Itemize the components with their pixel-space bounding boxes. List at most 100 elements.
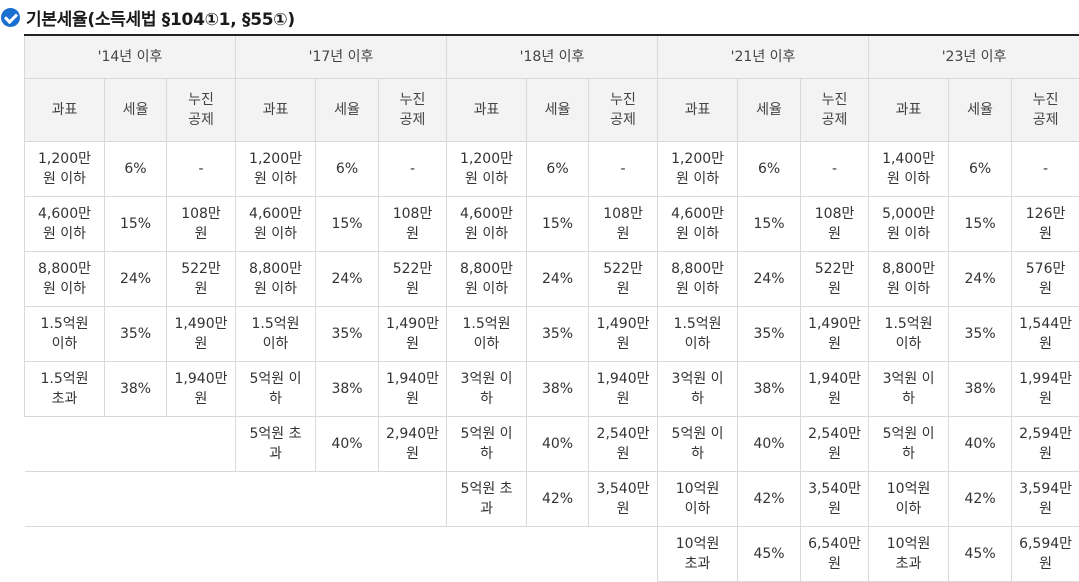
era-header: '23년 이후	[869, 35, 1079, 79]
rate-cell: 15%	[949, 197, 1012, 252]
cell-value: 40%	[965, 434, 996, 454]
deduction-cell: 522만 원	[801, 252, 869, 307]
cell-value: 38%	[542, 379, 573, 399]
cell-value: 6%	[546, 159, 568, 179]
cell-value: -	[621, 159, 626, 179]
cell-value: 108만 원	[181, 204, 221, 244]
cell-value: 8,800만 원 이하	[882, 259, 935, 299]
deduction-cell: 2,540만 원	[801, 417, 869, 472]
bracket-cell: 8,800만 원 이하	[447, 252, 527, 307]
deduction-cell: 3,540만 원	[589, 472, 658, 527]
rate-cell: 35%	[105, 307, 167, 362]
rate-cell: 40%	[738, 417, 801, 472]
column-header-rate: 세율	[105, 79, 167, 142]
cell-value: 4,600만 원 이하	[671, 204, 724, 244]
bracket-cell: 4,600만 원 이하	[236, 197, 316, 252]
bracket-cell: 8,800만 원 이하	[658, 252, 738, 307]
cell-value: 42%	[965, 489, 996, 509]
cell-value: 5,000만 원 이하	[882, 204, 935, 244]
deduction-cell: 522만 원	[379, 252, 447, 307]
section-title: 기본세율(소득세법 §104①1, §55①)	[0, 2, 295, 32]
column-header-label: 세율	[334, 100, 360, 120]
cell-value: 10억원 이하	[887, 479, 931, 519]
deduction-cell: 2,940만 원	[379, 417, 447, 472]
cell-value: 15%	[542, 214, 573, 234]
cell-value: 522만 원	[815, 259, 855, 299]
deduction-cell: 2,594만 원	[1012, 417, 1079, 472]
column-header-label: 과표	[474, 100, 500, 120]
rate-cell: 24%	[738, 252, 801, 307]
cell-value: 522만 원	[393, 259, 433, 299]
rate-cell: 24%	[316, 252, 379, 307]
cell-value: 1,490만 원	[175, 314, 228, 354]
cell-value: 8,800만 원 이하	[671, 259, 724, 299]
cell-value: 15%	[753, 214, 784, 234]
deduction-cell: 1,940만 원	[379, 362, 447, 417]
bracket-cell: 8,800만 원 이하	[236, 252, 316, 307]
cell-value: 24%	[753, 269, 784, 289]
cell-value: 1,544만 원	[1019, 314, 1072, 354]
bracket-cell: 10억원 초과	[869, 527, 949, 582]
deduction-cell: 522만 원	[589, 252, 658, 307]
bracket-cell: 3억원 이 하	[869, 362, 949, 417]
cell-value: -	[1043, 159, 1048, 179]
bracket-cell: 1,200만 원 이하	[25, 142, 105, 197]
cell-value: 6%	[969, 159, 991, 179]
column-header-base: 과표	[236, 79, 316, 142]
rate-cell: 24%	[105, 252, 167, 307]
cell-value: 1,940만 원	[597, 369, 650, 409]
rate-cell: 35%	[738, 307, 801, 362]
cell-value: 8,800만 원 이하	[460, 259, 513, 299]
column-header-label: 세율	[967, 100, 993, 120]
era-header: '14년 이후	[25, 35, 236, 79]
bracket-cell: 5억원 초 과	[236, 417, 316, 472]
bracket-cell: 10억원 이하	[869, 472, 949, 527]
cell-value: 45%	[965, 544, 996, 564]
bracket-cell: 4,600만 원 이하	[447, 197, 527, 252]
cell-value: 4,600만 원 이하	[460, 204, 513, 244]
cell-value: 6%	[336, 159, 358, 179]
cell-value: 1.5억원 이하	[463, 314, 511, 354]
deduction-cell: 3,594만 원	[1012, 472, 1079, 527]
cell-value: 15%	[331, 214, 362, 234]
deduction-cell: -	[589, 142, 658, 197]
column-header-deduct: 누진 공제	[167, 79, 236, 142]
cell-value: -	[198, 159, 203, 179]
cell-value: 35%	[965, 324, 996, 344]
cell-value: 24%	[965, 269, 996, 289]
cell-value: 5억원 초 과	[461, 479, 513, 519]
cell-value: 6%	[758, 159, 780, 179]
deduction-cell: 1,490만 원	[379, 307, 447, 362]
cell-value: 5억원 이 하	[461, 424, 513, 464]
bracket-cell: 5,000만 원 이하	[869, 197, 949, 252]
cell-value: 8,800만 원 이하	[249, 259, 302, 299]
rate-cell: 45%	[738, 527, 801, 582]
rate-cell: 6%	[527, 142, 589, 197]
cell-value: 38%	[965, 379, 996, 399]
rate-cell: 15%	[316, 197, 379, 252]
bracket-cell: 1.5억원 이하	[25, 307, 105, 362]
cell-value: -	[832, 159, 837, 179]
bracket-cell: 4,600만 원 이하	[658, 197, 738, 252]
bracket-cell: 10억원 초과	[658, 527, 738, 582]
deduction-cell: 1,940만 원	[801, 362, 869, 417]
cell-value: 126만 원	[1026, 204, 1066, 244]
empty-cell	[25, 472, 447, 527]
deduction-cell: 126만 원	[1012, 197, 1079, 252]
cell-value: 1,200만 원 이하	[249, 149, 302, 189]
check-circle-icon	[1, 8, 20, 27]
cell-value: 2,594만 원	[1019, 424, 1072, 464]
rate-cell: 35%	[527, 307, 589, 362]
rate-cell: 38%	[527, 362, 589, 417]
cell-value: 3억원 이 하	[461, 369, 513, 409]
cell-value: 38%	[120, 379, 151, 399]
cell-value: 1,200만 원 이하	[460, 149, 513, 189]
cell-value: 522만 원	[603, 259, 643, 299]
cell-value: 24%	[120, 269, 151, 289]
deduction-cell: -	[167, 142, 236, 197]
cell-value: 3,540만 원	[597, 479, 650, 519]
section-title-text: 기본세율(소득세법 §104①1, §55①)	[26, 5, 295, 30]
